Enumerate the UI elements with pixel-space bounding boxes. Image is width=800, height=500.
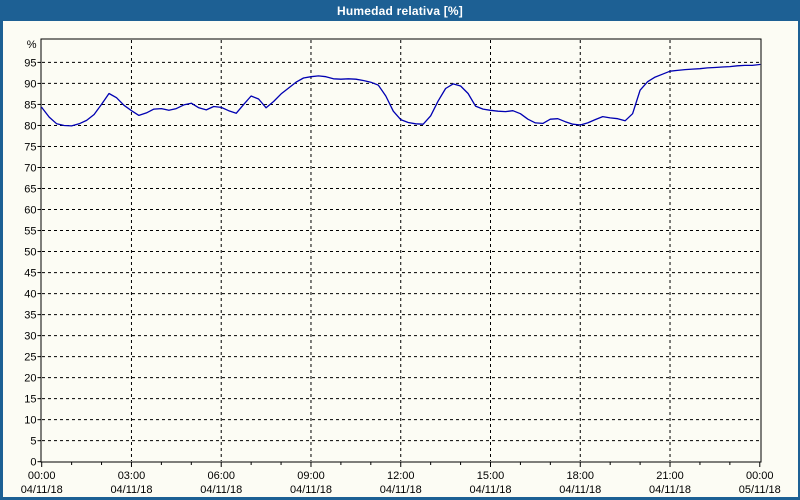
y-axis-labels: 0 5 10 15 20 25 30 35 40 45 50 55 60 65 70 75 80 85 90 95% bbox=[24, 39, 36, 469]
y-tick-label: 25 bbox=[24, 352, 36, 364]
y-tick-label: 20 bbox=[24, 373, 36, 385]
x-date-label: 04/11/18 bbox=[21, 484, 63, 496]
y-tick-label: 35 bbox=[24, 310, 36, 322]
x-time-label: 00:00 bbox=[28, 470, 56, 482]
x-time-label: 21:00 bbox=[656, 470, 684, 482]
x-date-label: 04/11/18 bbox=[200, 484, 242, 496]
y-tick-label: 75 bbox=[24, 141, 36, 153]
x-date-label: 04/11/18 bbox=[110, 484, 152, 496]
x-date-label: 04/11/18 bbox=[290, 484, 332, 496]
y-tick-label: 5 bbox=[30, 436, 36, 448]
y-tick-label: 45 bbox=[24, 268, 36, 280]
y-tick-label: 70 bbox=[24, 162, 36, 174]
y-tick-label: 90 bbox=[24, 78, 36, 90]
y-tick-label: 95 bbox=[24, 57, 36, 69]
y-tick-label: 15 bbox=[24, 394, 36, 406]
y-tick-label: 40 bbox=[24, 289, 36, 301]
y-tick-label: 30 bbox=[24, 331, 36, 343]
axes-and-ticks bbox=[37, 38, 762, 467]
x-date-label: 04/11/18 bbox=[649, 484, 691, 496]
x-date-label: 05/11/18 bbox=[739, 484, 781, 496]
title-bar: Humedad relativa [%] bbox=[0, 0, 800, 21]
x-axis-labels: 00:00 04/11/18 03:00 04/11/18 06:00 04/11/18 0… bbox=[21, 470, 781, 496]
x-time-label: 12:00 bbox=[387, 470, 415, 482]
y-tick-label: 85 bbox=[24, 99, 36, 111]
y-tick-label: 65 bbox=[24, 184, 36, 196]
chart-area: 0 5 10 15 20 25 30 35 40 45 50 55 60 65 70 75 80 85 90 95% 0… bbox=[3, 21, 798, 497]
y-tick-label: 80 bbox=[24, 120, 36, 132]
y-tick-label: 10 bbox=[24, 415, 36, 427]
humidity-series-line bbox=[41, 63, 761, 127]
y-tick-label: 55 bbox=[24, 226, 36, 238]
gridlines bbox=[42, 40, 760, 461]
series-lines bbox=[41, 63, 761, 127]
x-time-label: 00:00 bbox=[746, 470, 774, 482]
x-time-label: 09:00 bbox=[297, 470, 325, 482]
x-time-label: 18:00 bbox=[566, 470, 594, 482]
page-title: Humedad relativa [%] bbox=[336, 3, 464, 18]
x-date-label: 04/11/18 bbox=[380, 484, 422, 496]
x-time-label: 15:00 bbox=[477, 470, 505, 482]
x-time-label: 06:00 bbox=[207, 470, 235, 482]
x-time-label: 03:00 bbox=[118, 470, 146, 482]
x-date-label: 04/11/18 bbox=[469, 484, 511, 496]
x-date-label: 04/11/18 bbox=[559, 484, 601, 496]
y-tick-label: 50 bbox=[24, 247, 36, 259]
humidity-line-chart: 05101520253035404550556065707580859095%0… bbox=[21, 38, 781, 496]
y-tick-label: 0 bbox=[30, 457, 36, 469]
y-unit-label: % bbox=[27, 39, 37, 51]
y-tick-label: 60 bbox=[24, 205, 36, 217]
